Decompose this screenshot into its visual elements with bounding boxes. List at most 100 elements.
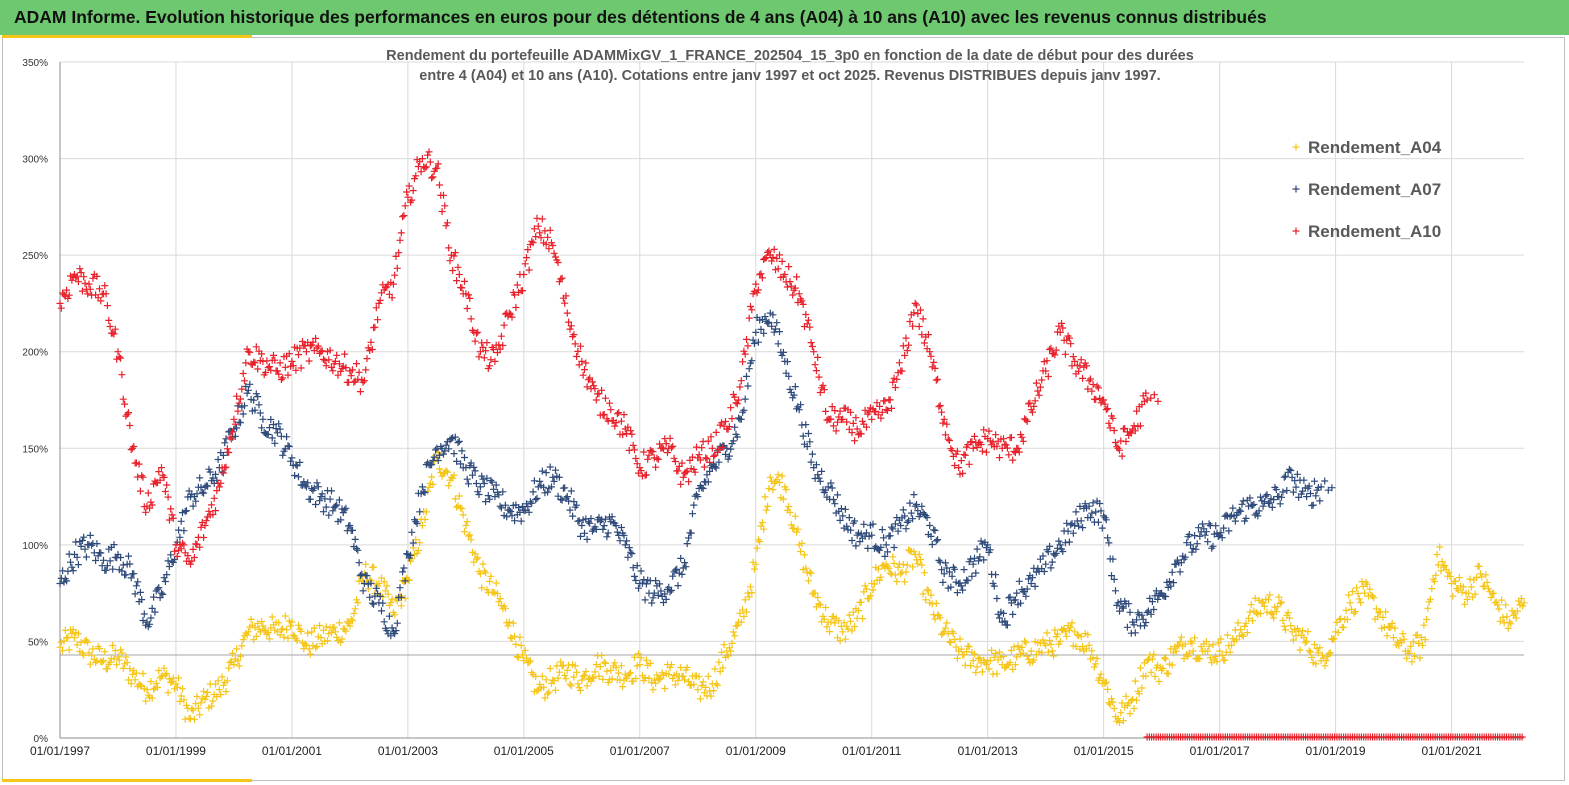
data-point <box>78 287 86 295</box>
data-point <box>807 569 815 577</box>
data-point <box>472 555 480 563</box>
data-point <box>234 407 242 415</box>
data-point <box>1285 614 1293 622</box>
data-point <box>223 445 231 453</box>
data-point <box>487 356 495 364</box>
data-point <box>213 487 221 495</box>
data-point <box>791 284 799 292</box>
data-point <box>891 384 899 391</box>
data-point <box>1064 527 1072 535</box>
data-point <box>1304 628 1312 636</box>
data-point <box>109 642 117 649</box>
data-point <box>425 483 433 491</box>
data-point <box>748 306 756 314</box>
data-point <box>443 219 451 227</box>
data-point <box>902 525 910 533</box>
data-point <box>905 517 913 525</box>
data-point <box>1001 440 1009 448</box>
data-point <box>617 417 625 425</box>
data-point <box>754 286 762 294</box>
data-point <box>615 409 623 417</box>
data-point <box>451 249 459 257</box>
data-point <box>567 682 575 690</box>
data-point <box>740 613 748 620</box>
data-point <box>1079 643 1087 650</box>
data-point <box>202 517 210 525</box>
data-point <box>878 408 886 416</box>
data-point <box>823 623 831 631</box>
data-point <box>356 388 364 396</box>
data-point <box>1072 508 1080 516</box>
data-point <box>787 521 795 529</box>
data-point <box>623 430 631 438</box>
data-point <box>935 403 943 411</box>
data-point <box>194 704 202 712</box>
data-point <box>233 424 241 432</box>
data-point <box>388 624 396 632</box>
data-point <box>1000 652 1007 660</box>
data-point <box>1176 638 1184 646</box>
data-point <box>237 419 244 427</box>
data-point <box>1092 660 1100 668</box>
data-point <box>454 263 462 271</box>
data-point <box>297 627 305 635</box>
data-point <box>1249 617 1256 625</box>
data-point <box>536 680 544 688</box>
data-point <box>741 350 749 358</box>
data-point <box>588 673 596 681</box>
data-point <box>401 202 409 210</box>
data-point <box>1118 699 1126 707</box>
data-point <box>565 661 573 669</box>
data-point <box>624 423 632 431</box>
data-point <box>97 297 105 305</box>
data-point <box>1067 340 1075 348</box>
data-point <box>926 348 934 356</box>
data-point <box>1465 589 1473 597</box>
data-point <box>238 385 246 393</box>
data-point <box>980 426 988 434</box>
data-point <box>1388 619 1396 627</box>
data-point <box>467 536 475 544</box>
data-point <box>982 448 990 456</box>
data-point <box>1391 624 1399 632</box>
data-point <box>523 654 530 662</box>
data-point <box>1085 641 1093 649</box>
data-point <box>584 376 592 384</box>
series-zero-strip <box>1143 733 1526 741</box>
data-point <box>288 454 296 462</box>
data-point <box>368 346 376 353</box>
data-point <box>710 452 718 460</box>
data-point <box>1229 504 1237 512</box>
data-point <box>1088 509 1096 517</box>
data-point <box>164 689 172 697</box>
data-point <box>343 618 351 626</box>
data-point <box>868 531 876 539</box>
data-point <box>161 488 169 495</box>
data-point <box>969 560 977 568</box>
data-point <box>393 619 401 627</box>
data-point <box>1520 599 1528 607</box>
data-point <box>342 627 350 635</box>
data-point <box>947 583 955 591</box>
data-point <box>555 473 563 481</box>
data-point <box>822 407 830 415</box>
data-point <box>287 457 295 465</box>
data-point <box>1122 438 1130 445</box>
data-point <box>695 451 703 459</box>
data-point <box>731 393 739 401</box>
data-point <box>765 485 773 492</box>
data-point <box>946 638 953 646</box>
page-title: ADAM Informe. Evolution historique des p… <box>14 7 1267 27</box>
data-point <box>475 353 483 361</box>
data-point <box>1482 571 1490 579</box>
data-point <box>317 348 325 356</box>
data-point <box>1112 439 1119 446</box>
data-point <box>903 347 911 354</box>
data-point <box>1042 560 1050 568</box>
data-point <box>790 391 798 399</box>
data-point <box>805 430 812 437</box>
data-point <box>561 671 569 679</box>
data-point <box>956 635 964 643</box>
data-point <box>1428 585 1436 593</box>
data-point <box>848 627 856 635</box>
